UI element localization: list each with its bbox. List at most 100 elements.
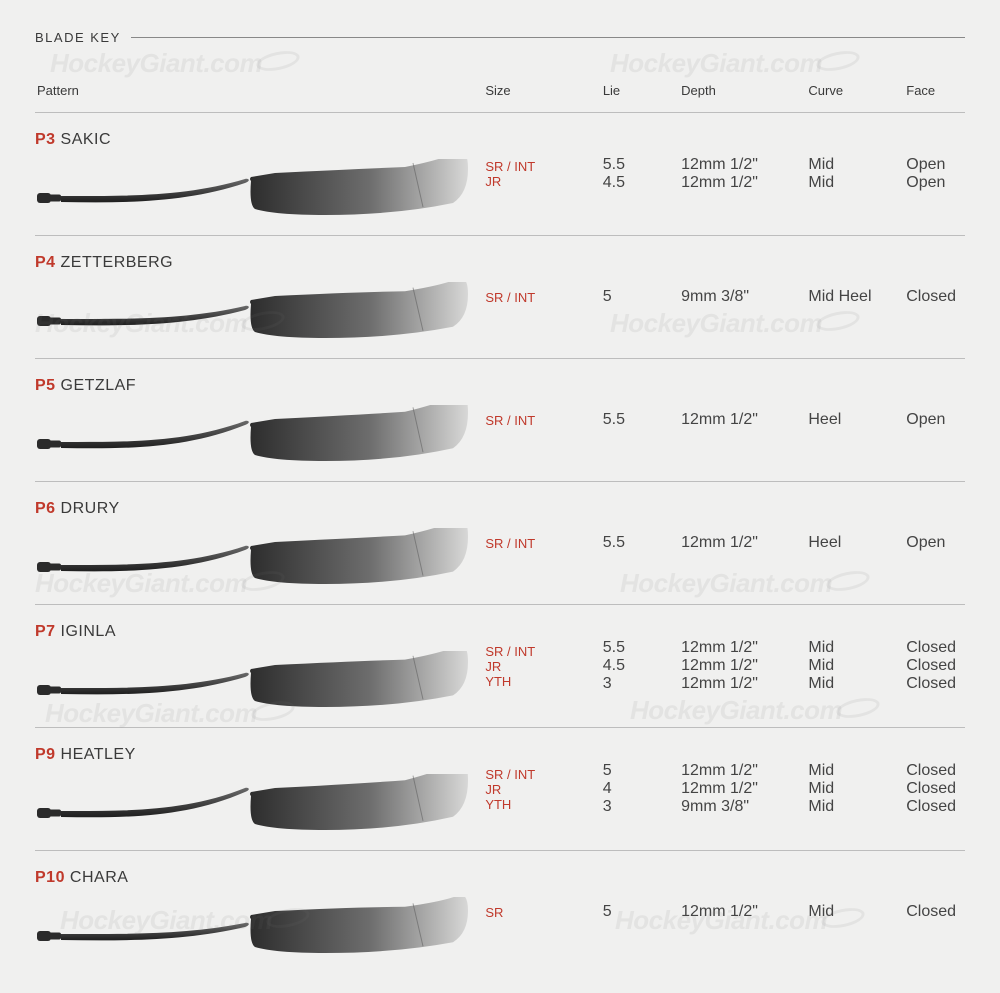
blade-face-icon xyxy=(245,405,475,471)
pattern-code: P7 xyxy=(35,623,56,640)
spec-value: Heel xyxy=(808,534,906,552)
spec-value: 9mm 3/8" xyxy=(681,798,808,816)
spec-value: Mid xyxy=(808,657,906,675)
spec-value: 9mm 3/8" xyxy=(681,288,808,306)
data-cell: 9mm 3/8" xyxy=(681,254,808,340)
size-value: SR / INT xyxy=(485,290,602,305)
spec-value: 12mm 1/2" xyxy=(681,174,808,192)
spec-value: Open xyxy=(906,534,965,552)
pattern-player: CHARA xyxy=(70,869,129,886)
blade-side-icon xyxy=(35,522,265,578)
size-value: JR xyxy=(485,659,602,674)
data-cell: SR / INT xyxy=(485,377,602,463)
spec-value: Open xyxy=(906,411,965,429)
blade-face-icon xyxy=(245,528,475,594)
data-cell: MidMidMid xyxy=(808,623,906,709)
blade-face-icon xyxy=(245,897,475,963)
blade-face-icon xyxy=(245,282,475,348)
blade-illustration xyxy=(35,276,485,340)
blade-illustration xyxy=(35,768,485,832)
blade-face-icon xyxy=(245,651,475,717)
size-value: SR xyxy=(485,905,602,920)
data-cell: ClosedClosedClosed xyxy=(906,623,965,709)
pattern-code: P3 xyxy=(35,131,56,148)
spec-value: Mid xyxy=(808,675,906,693)
title-divider xyxy=(131,37,965,38)
data-cell: Closed xyxy=(906,254,965,340)
spec-value: 12mm 1/2" xyxy=(681,657,808,675)
data-cell: Heel xyxy=(808,500,906,586)
spec-value: 5 xyxy=(603,903,681,921)
pattern-cell: P10 CHARA xyxy=(35,869,485,955)
pattern-cell: P5 GETZLAF xyxy=(35,377,485,463)
col-header-pattern: Pattern xyxy=(35,83,485,98)
spec-value: 3 xyxy=(603,798,681,816)
spec-value: Closed xyxy=(906,675,965,693)
data-cell: SR / INTJRYTH xyxy=(485,746,602,832)
table-row: P7 IGINLA SR / INTJRYTH5.54.5312mm xyxy=(35,604,965,727)
spec-value: Mid xyxy=(808,780,906,798)
blade-illustration xyxy=(35,645,485,709)
data-cell: OpenOpen xyxy=(906,131,965,217)
spec-value: 4.5 xyxy=(603,174,681,192)
blade-side-icon xyxy=(35,768,265,824)
table-body: P3 SAKIC SR / INTJR5.54.512mm 1/2"1 xyxy=(35,112,965,973)
spec-value: 5.5 xyxy=(603,639,681,657)
pattern-code: P10 xyxy=(35,869,65,886)
table-row: P3 SAKIC SR / INTJR5.54.512mm 1/2"1 xyxy=(35,112,965,235)
data-cell: SR / INTJR xyxy=(485,131,602,217)
data-cell: 12mm 1/2"12mm 1/2"9mm 3/8" xyxy=(681,746,808,832)
spec-value: 12mm 1/2" xyxy=(681,534,808,552)
blade-side-icon xyxy=(35,645,265,701)
spec-value: 12mm 1/2" xyxy=(681,156,808,174)
data-cell: 12mm 1/2" xyxy=(681,500,808,586)
size-value: SR / INT xyxy=(485,767,602,782)
spec-value: 5.5 xyxy=(603,156,681,174)
spec-value: Closed xyxy=(906,780,965,798)
spec-value: 12mm 1/2" xyxy=(681,675,808,693)
pattern-name: P4 ZETTERBERG xyxy=(35,254,485,272)
size-value: JR xyxy=(485,174,602,189)
spec-value: Open xyxy=(906,156,965,174)
spec-value: Mid xyxy=(808,798,906,816)
blade-side-icon xyxy=(35,891,265,947)
size-value: SR / INT xyxy=(485,413,602,428)
data-cell: 5.5 xyxy=(603,500,681,586)
col-header-face: Face xyxy=(906,83,965,98)
spec-value: Closed xyxy=(906,798,965,816)
pattern-cell: P7 IGINLA xyxy=(35,623,485,709)
spec-value: 4.5 xyxy=(603,657,681,675)
spec-value: Closed xyxy=(906,639,965,657)
data-cell: Open xyxy=(906,377,965,463)
spec-value: Open xyxy=(906,174,965,192)
size-value: JR xyxy=(485,782,602,797)
blade-face-icon xyxy=(245,159,475,225)
spec-value: Mid xyxy=(808,903,906,921)
col-header-depth: Depth xyxy=(681,83,808,98)
size-value: SR / INT xyxy=(485,159,602,174)
pattern-name: P7 IGINLA xyxy=(35,623,485,641)
pattern-code: P9 xyxy=(35,746,56,763)
data-cell: Heel xyxy=(808,377,906,463)
blade-side-icon xyxy=(35,153,265,209)
pattern-name: P3 SAKIC xyxy=(35,131,485,149)
data-cell: Mid Heel xyxy=(808,254,906,340)
table-row: P6 DRURY SR / INT5.512mm 1/2"HeelOp xyxy=(35,481,965,604)
pattern-cell: P9 HEATLEY xyxy=(35,746,485,832)
data-cell: 5 xyxy=(603,254,681,340)
page-title: BLADE KEY xyxy=(35,30,121,45)
spec-value: Mid xyxy=(808,639,906,657)
blade-illustration xyxy=(35,399,485,463)
data-cell: MidMidMid xyxy=(808,746,906,832)
size-value: YTH xyxy=(485,674,602,689)
col-header-lie: Lie xyxy=(603,83,681,98)
data-cell: 12mm 1/2" xyxy=(681,377,808,463)
pattern-player: GETZLAF xyxy=(61,377,137,394)
data-cell: 5.54.53 xyxy=(603,623,681,709)
pattern-name: P10 CHARA xyxy=(35,869,485,887)
spec-value: Mid xyxy=(808,156,906,174)
table-row: P5 GETZLAF SR / INT5.512mm 1/2"Heel xyxy=(35,358,965,481)
pattern-name: P5 GETZLAF xyxy=(35,377,485,395)
table-row: P10 CHARA SR512mm 1/2"MidClosed xyxy=(35,850,965,973)
data-cell: 5.5 xyxy=(603,377,681,463)
